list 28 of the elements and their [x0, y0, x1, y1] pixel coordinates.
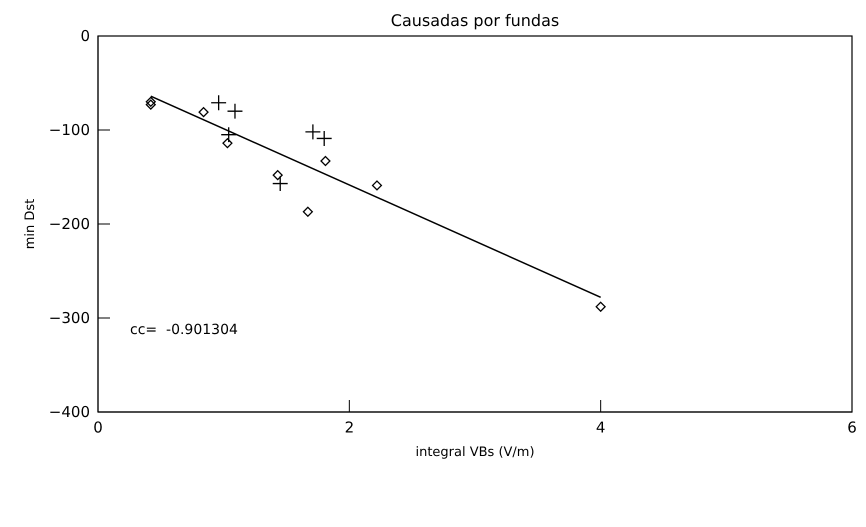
point — [220, 126, 237, 143]
y-tick-label: −400 — [48, 402, 90, 421]
y-tick-label: −100 — [48, 120, 90, 139]
point — [222, 138, 233, 148]
y-tick-label: −300 — [48, 308, 90, 327]
point — [210, 94, 227, 111]
x-tick-label: 4 — [596, 418, 606, 437]
y-tick-label: −200 — [48, 214, 90, 233]
x-tick-label: 6 — [847, 418, 857, 437]
point — [372, 180, 382, 191]
point — [596, 302, 606, 312]
point — [272, 170, 283, 180]
point — [146, 100, 156, 110]
point — [272, 175, 288, 192]
x-tick-label: 0 — [93, 418, 103, 437]
point — [316, 130, 332, 147]
chart-title: Causadas por fundas — [390, 11, 560, 30]
point — [226, 103, 244, 120]
point — [302, 206, 313, 217]
point — [320, 156, 331, 166]
annotation: cc= -0.901304 — [130, 322, 238, 338]
point — [146, 96, 156, 107]
y-axis-title: min Dst — [23, 198, 38, 250]
y-tick-label: 0 — [80, 26, 90, 45]
point — [304, 124, 322, 140]
x-tick-label: 2 — [344, 418, 354, 437]
point — [198, 107, 209, 118]
x-axis-title: integral VBs (V/m) — [415, 445, 535, 460]
